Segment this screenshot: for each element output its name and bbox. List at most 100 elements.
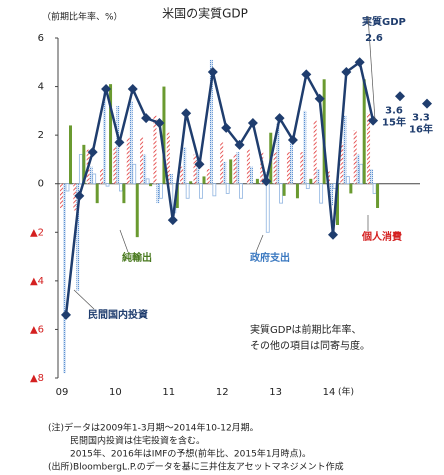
- gdp-marker: [328, 229, 338, 240]
- forecast-label: 3.6: [385, 105, 403, 116]
- bar: [103, 89, 107, 184]
- y-tick-label: ▲2: [30, 227, 44, 238]
- note: 2015年、2016年はIMFの予想(前年比、2015年1月時点)。: [70, 448, 311, 460]
- bar: [65, 183, 70, 192]
- legend-label: 純輸出: [122, 251, 152, 264]
- forecast-label: 3.3: [412, 113, 430, 124]
- bar: [60, 183, 63, 208]
- bar: [276, 123, 280, 184]
- gdp-marker: [194, 159, 205, 170]
- y-tick-label: 6: [38, 33, 44, 44]
- bar: [143, 154, 147, 184]
- bar: [273, 152, 277, 184]
- gdp-marker: [234, 139, 245, 150]
- bar: [289, 142, 293, 184]
- forecast-label: 16年: [409, 123, 433, 136]
- bar: [95, 183, 99, 204]
- bar: [286, 152, 290, 184]
- bar: [153, 115, 157, 184]
- bar: [233, 154, 237, 184]
- gdp-marker: [274, 113, 285, 124]
- bar: [309, 178, 313, 184]
- note: 民間国内投資は住宅投資を含む。: [70, 435, 205, 447]
- bar: [322, 79, 326, 184]
- bar: [166, 132, 170, 184]
- bar: [353, 130, 357, 184]
- annotation: 実質GDPは前期比年率、: [250, 323, 361, 336]
- gdp-marker: [354, 57, 365, 68]
- bar: [220, 142, 224, 184]
- bar: [343, 115, 347, 184]
- bar: [246, 149, 250, 184]
- bar: [63, 183, 66, 374]
- bar: [206, 169, 210, 184]
- bar: [202, 176, 206, 184]
- bar: [122, 183, 126, 204]
- note: (出所)BloombergL.P.のデータを基に三井住友アセットマネジメント作成: [48, 461, 344, 473]
- legend-label: 民間国内投資: [88, 308, 148, 321]
- x-tick-label: 14: [323, 387, 336, 398]
- y-tick-label: ▲8: [30, 373, 44, 384]
- forecast-marker: [395, 91, 405, 102]
- annotation: その他の項目は同寄与度。: [250, 339, 370, 352]
- gdp-marker: [61, 309, 71, 320]
- gdp-marker: [314, 93, 325, 104]
- y-axis-label: （前期比年率、%）: [42, 11, 123, 23]
- bar: [73, 183, 77, 211]
- x-tick-label: 12: [216, 387, 229, 398]
- note: (注)データは2009年1-3月期～2014年10-12月期。: [48, 422, 259, 434]
- bar: [229, 159, 233, 184]
- bar: [162, 86, 166, 184]
- bar: [362, 79, 366, 184]
- forecast-marker: [422, 98, 432, 109]
- legend-label: 政府支出: [250, 251, 290, 264]
- bar: [345, 176, 350, 185]
- bar: [196, 159, 200, 184]
- bar: [359, 163, 364, 185]
- bar: [295, 183, 299, 199]
- bar: [135, 183, 139, 238]
- gdp-marker: [181, 108, 192, 119]
- bar: [119, 183, 123, 192]
- bar: [260, 152, 264, 184]
- bar: [303, 110, 307, 184]
- gdp-marker: [207, 67, 218, 77]
- bar: [92, 173, 97, 185]
- bar: [156, 183, 160, 204]
- forecast-label: 15年: [382, 115, 406, 128]
- bar: [239, 183, 243, 199]
- gdp-marker: [101, 84, 112, 94]
- gdp-marker: [301, 69, 312, 80]
- bar: [78, 154, 83, 185]
- bar: [255, 178, 259, 184]
- x-tick-label: 10: [109, 387, 122, 398]
- bar: [189, 181, 193, 184]
- bar: [113, 147, 117, 184]
- bar: [316, 169, 320, 184]
- bar: [212, 183, 217, 197]
- bar: [109, 84, 113, 184]
- bar: [199, 183, 203, 199]
- legend-label: 実質GDP: [362, 15, 406, 28]
- chart-title: 米国の実質GDP: [162, 6, 248, 21]
- y-tick-label: 0: [38, 179, 44, 190]
- bar: [180, 166, 184, 184]
- bar: [305, 183, 310, 189]
- y-tick-label: ▲4: [30, 276, 44, 287]
- bar: [313, 120, 317, 184]
- gdp-marker: [247, 118, 258, 128]
- gdp-marker: [221, 122, 232, 133]
- x-tick-label: 13: [269, 387, 282, 398]
- bar: [265, 183, 270, 233]
- gdp-marker: [167, 215, 178, 226]
- leader-line: [367, 15, 376, 121]
- bar: [330, 183, 333, 206]
- bar: [169, 174, 173, 184]
- bar: [356, 154, 360, 184]
- bar: [370, 169, 374, 184]
- gdp-marker: [368, 115, 379, 126]
- gdp-marker: [261, 176, 272, 187]
- bar: [282, 183, 286, 196]
- leader-line: [255, 234, 264, 253]
